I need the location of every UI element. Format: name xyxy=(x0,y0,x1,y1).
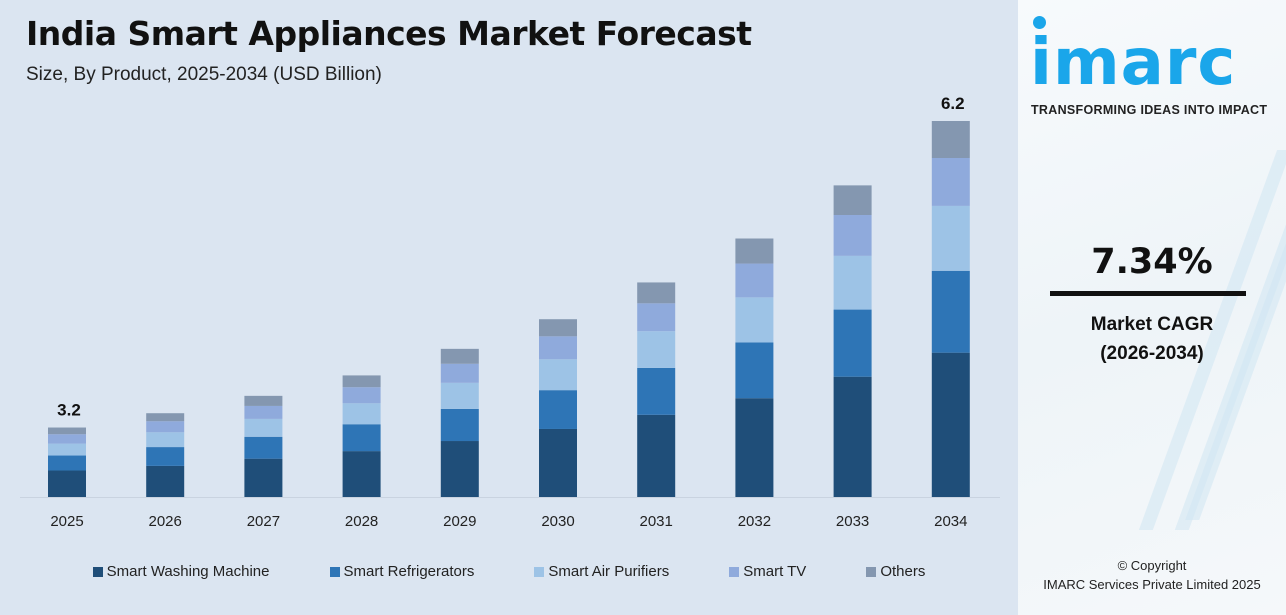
data-label: 6.2 xyxy=(941,94,965,113)
bar-segment-2032-3 xyxy=(735,263,774,298)
bar-segment-2029-0 xyxy=(440,441,479,497)
bar-segment-2030-3 xyxy=(539,336,577,360)
x-tick-label: 2026 xyxy=(149,513,182,530)
legend-label: Smart TV xyxy=(743,563,807,580)
bar-segment-2030-4 xyxy=(539,319,577,337)
legend-swatch xyxy=(92,566,103,577)
bar-segment-2025-4 xyxy=(48,427,86,435)
bar-segment-2028-3 xyxy=(342,387,381,404)
bar-segment-2031-2 xyxy=(637,331,676,368)
chart-panel: India Smart Appliances Market Forecast S… xyxy=(0,0,1018,615)
bar-segment-2033-3 xyxy=(833,215,872,256)
legend-swatch xyxy=(329,566,340,577)
bar-segment-2028-2 xyxy=(342,403,381,425)
copyright-label: © Copyright xyxy=(1117,558,1187,573)
bar-segment-2025-3 xyxy=(48,434,86,444)
bar-segment-2027-4 xyxy=(244,395,283,406)
legend-label: Smart Air Purifiers xyxy=(548,563,670,580)
bar-segment-2027-0 xyxy=(244,458,283,497)
x-tick-label: 2028 xyxy=(345,513,378,530)
bar-segment-2025-1 xyxy=(48,455,86,471)
bar-segment-2030-1 xyxy=(539,390,577,429)
x-tick-label: 2032 xyxy=(738,513,771,530)
logo-dot xyxy=(1033,16,1046,29)
info-panel: imarc TRANSFORMING IDEAS INTO IMPACT 7.3… xyxy=(1018,0,1286,615)
x-tick-label: 2027 xyxy=(247,513,280,530)
legend-swatch xyxy=(729,566,740,577)
bar-segment-2031-1 xyxy=(637,367,676,415)
bar-segment-2031-3 xyxy=(637,303,676,332)
x-tick-label: 2029 xyxy=(443,513,476,530)
bar-segment-2031-0 xyxy=(637,414,676,497)
bar-segment-2028-1 xyxy=(342,424,381,452)
bar-segment-2034-2 xyxy=(931,205,970,271)
bar-segment-2026-0 xyxy=(146,465,185,497)
bar-segment-2033-0 xyxy=(833,376,872,497)
bar-segment-2026-1 xyxy=(146,447,185,466)
cagr-label-text: Market CAGR xyxy=(1090,314,1214,335)
cagr-period: (2026-2034) xyxy=(1100,343,1204,364)
data-label: 3.2 xyxy=(57,401,81,420)
bar-segment-2034-3 xyxy=(931,157,970,206)
x-tick-label: 2025 xyxy=(50,513,83,530)
x-tick-label: 2030 xyxy=(541,513,574,530)
page-subtitle: Size, By Product, 2025-2034 (USD Billion… xyxy=(26,64,382,85)
legend-item: Smart Refrigerators xyxy=(329,563,475,580)
legend-item: Smart Air Purifiers xyxy=(534,563,669,580)
bar-segment-2034-0 xyxy=(931,352,970,497)
legend-label: Smart Refrigerators xyxy=(343,563,475,580)
bar-segment-2032-1 xyxy=(735,342,774,399)
bar-segment-2034-1 xyxy=(931,270,970,353)
cagr-divider xyxy=(1050,291,1246,296)
bar-segment-2027-2 xyxy=(244,418,283,437)
bar-segment-2029-4 xyxy=(440,348,479,364)
x-tick-label: 2031 xyxy=(640,513,673,530)
imarc-logo: imarc xyxy=(1030,26,1237,100)
page-title: India Smart Appliances Market Forecast xyxy=(26,14,752,53)
legend-swatch xyxy=(866,566,877,577)
bar-segment-2032-0 xyxy=(735,398,774,497)
bar-segment-2029-1 xyxy=(440,408,479,442)
bar-segment-2028-0 xyxy=(342,451,381,497)
bar-segment-2029-3 xyxy=(440,363,479,383)
bar-segment-2031-4 xyxy=(637,282,676,304)
legend-label: Others xyxy=(880,563,926,580)
bar-segment-2033-2 xyxy=(833,255,872,310)
copyright: © Copyright IMARC Services Private Limit… xyxy=(1018,556,1286,594)
bar-segment-2030-0 xyxy=(539,428,577,497)
legend-item: Others xyxy=(866,563,925,580)
bar-segment-2030-2 xyxy=(539,359,577,391)
legend-item: Smart Washing Machine xyxy=(92,563,270,580)
bar-segment-2029-2 xyxy=(440,382,479,409)
cagr-label: Market CAGR (2026-2034) xyxy=(1018,310,1286,368)
cagr-value: 7.34% xyxy=(1091,242,1213,282)
bar-segment-2032-2 xyxy=(735,297,774,343)
bar-segment-2025-0 xyxy=(48,470,86,497)
x-tick-label: 2033 xyxy=(836,513,869,530)
bar-segment-2028-4 xyxy=(342,375,381,388)
bar-segment-2033-4 xyxy=(833,185,872,216)
legend-swatch xyxy=(534,566,545,577)
stacked-bar-chart: 2025 3.2 2026 2027 2028 2029 2030 2031 2032 2033 2… xyxy=(20,94,1000,530)
bar-segment-2026-4 xyxy=(146,413,185,422)
legend-item: Smart TV xyxy=(729,563,806,580)
chart-legend: Smart Washing Machine Smart Refrigerators… xyxy=(0,563,1018,580)
bar-segment-2034-4 xyxy=(931,121,970,158)
legend-label: Smart Washing Machine xyxy=(106,563,270,580)
bar-segment-2026-2 xyxy=(146,432,185,448)
company-name: IMARC Services Private Limited 2025 xyxy=(1043,577,1261,592)
bar-segment-2025-2 xyxy=(48,443,86,456)
bar-segment-2033-1 xyxy=(833,309,872,377)
bar-segment-2027-3 xyxy=(244,405,283,419)
x-tick-label: 2034 xyxy=(934,513,967,530)
bar-segment-2026-3 xyxy=(146,421,185,433)
bar-segment-2027-1 xyxy=(244,436,283,459)
bar-segment-2032-4 xyxy=(735,238,774,264)
logo-tagline: TRANSFORMING IDEAS INTO IMPACT xyxy=(1031,103,1268,117)
